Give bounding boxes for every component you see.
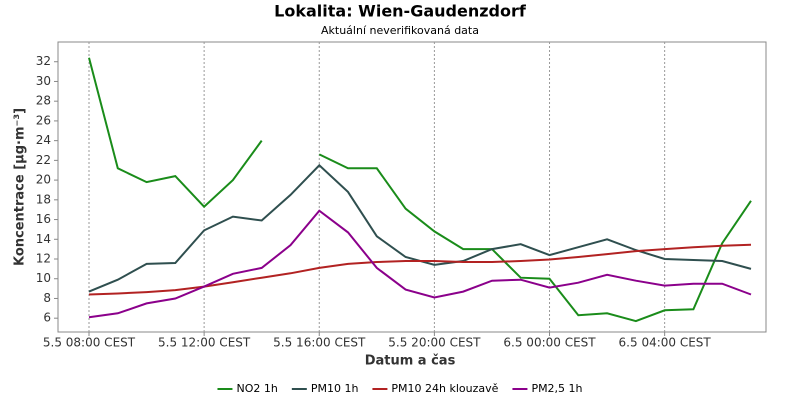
series-line	[88, 243, 752, 296]
series-line	[88, 163, 752, 293]
y-tick-label: 16	[36, 212, 51, 226]
y-tick-label: 18	[36, 192, 51, 206]
y-tick-label: 14	[36, 232, 51, 246]
y-tick-label: 12	[36, 252, 51, 266]
chart-title: Lokalita: Wien-Gaudenzdorf	[274, 2, 527, 21]
x-tick-label: 6.5 00:00 CEST	[503, 336, 596, 350]
y-tick-label: 30	[36, 74, 51, 88]
legend-label: PM10 24h klouzavě	[391, 382, 498, 395]
series-line	[88, 209, 752, 319]
y-tick-label: 10	[36, 271, 51, 285]
x-tick-label: 6.5 04:00 CEST	[619, 336, 712, 350]
x-axis-label: Datum a čas	[365, 354, 456, 369]
y-tick-label: 24	[36, 133, 51, 147]
y-tick-label: 8	[43, 291, 51, 305]
y-tick-label: 28	[36, 94, 51, 108]
y-axis-label: Koncentrace [µg·m⁻³]	[13, 108, 28, 266]
legend-label: NO2 1h	[236, 382, 277, 395]
chart-subtitle: Aktuální neverifikovaná data	[321, 24, 479, 37]
x-tick-label: 5.5 20:00 CEST	[388, 336, 481, 350]
legend-label: PM10 1h	[311, 382, 359, 395]
x-tick-label: 5.5 12:00 CEST	[158, 336, 251, 350]
y-tick-label: 32	[36, 54, 51, 68]
x-tick-label: 5.5 16:00 CEST	[273, 336, 366, 350]
y-tick-label: 22	[36, 153, 51, 167]
plot-frame	[57, 41, 767, 333]
series-line	[88, 57, 752, 323]
x-tick-label: 5.5 08:00 CEST	[43, 336, 136, 350]
y-tick-label: 26	[36, 113, 51, 127]
legend-label: PM2,5 1h	[531, 382, 582, 395]
y-tick-label: 20	[36, 173, 51, 187]
y-tick-label: 6	[43, 311, 51, 325]
